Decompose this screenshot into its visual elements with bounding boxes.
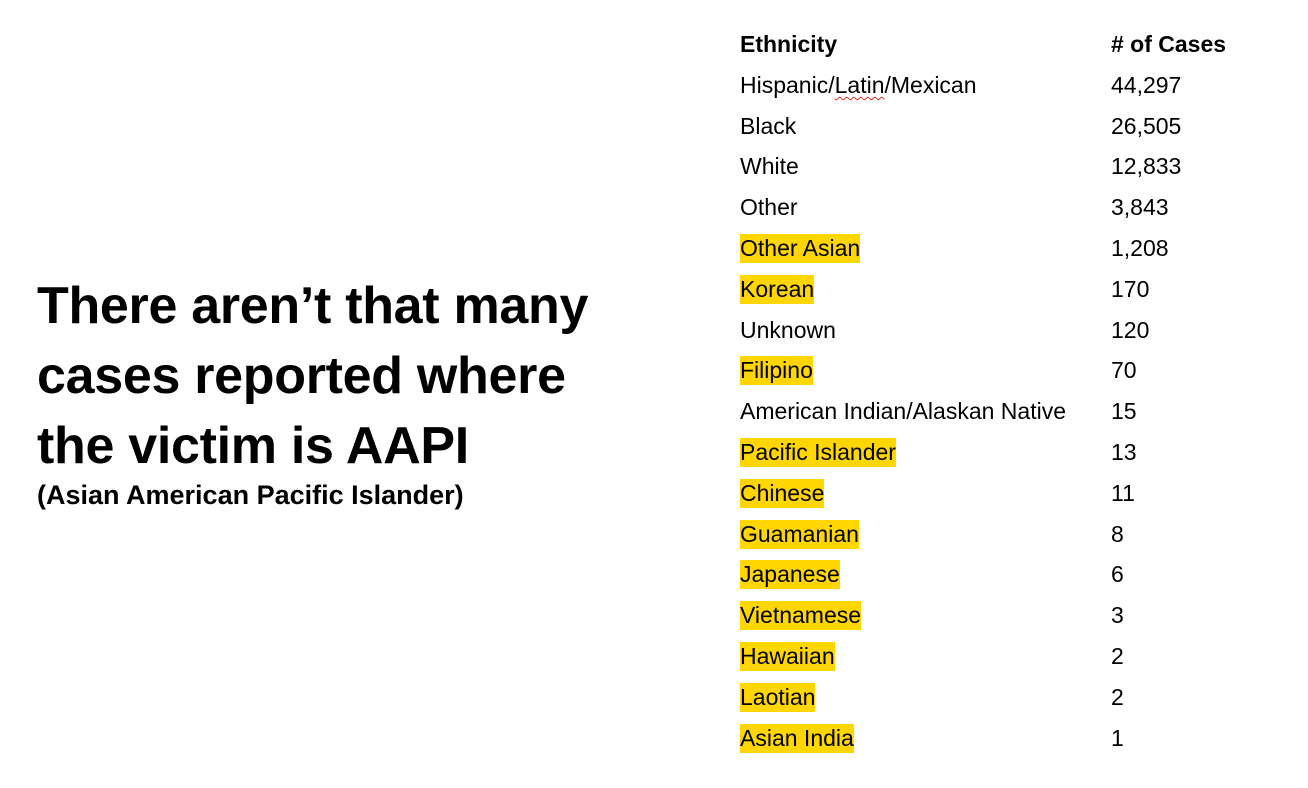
case-count-cell: 11 — [1111, 479, 1135, 506]
table-body: Hispanic/Latin/Mexican 44,297 Black 26,505 W… — [740, 65, 1300, 759]
ethnicity-label: Filipino — [740, 356, 813, 386]
ethnicity-label: Korean — [740, 274, 815, 304]
case-count-cell: 170 — [1111, 275, 1150, 302]
ethnicity-label: Vietnamese — [740, 601, 862, 631]
table-row: Japanese 6 — [740, 554, 1300, 595]
ethnicity-cell: Hispanic/Latin/Mexican — [740, 65, 977, 106]
ethnicity-label: American Indian/Alaskan Native — [740, 398, 1066, 425]
cases-by-ethnicity-table: Ethnicity # of Cases Hispanic/Latin/Mexi… — [740, 24, 1300, 758]
case-count-cell: 12,833 — [1111, 153, 1182, 180]
ethnicity-cell: American Indian/Alaskan Native — [740, 391, 1066, 432]
header-ethnicity: Ethnicity — [740, 31, 838, 57]
table-row: Vietnamese 3 — [740, 595, 1300, 636]
headline-title: There aren’t that many cases reported wh… — [37, 271, 677, 481]
case-count-cell: 2 — [1111, 642, 1124, 669]
ethnicity-cell: Vietnamese — [740, 595, 862, 636]
ethnicity-cell: Korean — [740, 269, 815, 310]
ethnicity-label: Other Asian — [740, 233, 861, 263]
table-row: Other 3,843 — [740, 187, 1300, 228]
ethnicity-cell: Other Asian — [740, 228, 861, 269]
ethnicity-cell: Japanese — [740, 554, 840, 595]
case-count-cell: 3,843 — [1111, 194, 1169, 221]
case-count-cell: 70 — [1111, 357, 1137, 384]
ethnicity-label: Japanese — [740, 560, 840, 590]
ethnicity-label: Guamanian — [740, 519, 859, 549]
header-cases: # of Cases — [1111, 31, 1227, 57]
ethnicity-cell: Black — [740, 106, 796, 147]
table-header-row: Ethnicity # of Cases — [740, 24, 1300, 65]
case-count-cell: 3 — [1111, 602, 1124, 629]
case-count-cell: 44,297 — [1111, 71, 1182, 98]
table-row: Hispanic/Latin/Mexican 44,297 — [740, 65, 1300, 106]
table-row: Asian India 1 — [740, 718, 1300, 759]
spellcheck-underline: Latin — [834, 71, 885, 98]
ethnicity-label: Asian India — [740, 723, 854, 753]
case-count-cell: 2 — [1111, 683, 1124, 710]
headline-subtitle: (Asian American Pacific Islander) — [37, 480, 464, 510]
ethnicity-cell: Chinese — [740, 473, 825, 514]
table-row: Filipino 70 — [740, 350, 1300, 391]
case-count-cell: 1,208 — [1111, 234, 1169, 261]
ethnicity-cell: Hawaiian — [740, 636, 835, 677]
ethnicity-cell: Filipino — [740, 350, 813, 391]
headline-line: the victim is AAPI — [37, 417, 469, 475]
table-row: American Indian/Alaskan Native 15 — [740, 391, 1300, 432]
table-row: Pacific Islander 13 — [740, 432, 1300, 473]
case-count-cell: 6 — [1111, 561, 1124, 588]
table-row: White 12,833 — [740, 146, 1300, 187]
table-row: Other Asian 1,208 — [740, 228, 1300, 269]
table-row: Unknown 120 — [740, 310, 1300, 351]
ethnicity-label: Hawaiian — [740, 641, 835, 671]
ethnicity-label: Chinese — [740, 478, 825, 508]
table-row: Laotian 2 — [740, 677, 1300, 718]
case-count-cell: 1 — [1111, 724, 1124, 751]
table-row: Chinese 11 — [740, 473, 1300, 514]
ethnicity-cell: Unknown — [740, 310, 836, 351]
headline-line: cases reported where — [37, 347, 566, 405]
ethnicity-cell: Asian India — [740, 718, 854, 759]
case-count-cell: 120 — [1111, 316, 1150, 343]
table-row: Black 26,505 — [740, 106, 1300, 147]
table-row: Guamanian 8 — [740, 514, 1300, 555]
case-count-cell: 13 — [1111, 438, 1137, 465]
headline-line: There aren’t that many — [37, 277, 589, 335]
ethnicity-label: White — [740, 153, 799, 180]
ethnicity-label: Unknown — [740, 316, 836, 343]
ethnicity-cell: Pacific Islander — [740, 432, 896, 473]
ethnicity-label: Hispanic/Latin/Mexican — [740, 71, 977, 98]
ethnicity-cell: Laotian — [740, 677, 816, 718]
ethnicity-cell: Other — [740, 187, 798, 228]
ethnicity-label: Black — [740, 112, 797, 139]
case-count-cell: 26,505 — [1111, 112, 1182, 139]
case-count-cell: 15 — [1111, 398, 1137, 425]
ethnicity-label: Other — [740, 194, 798, 221]
ethnicity-cell: Guamanian — [740, 514, 859, 555]
headline: There aren’t that many cases reported wh… — [37, 271, 677, 513]
ethnicity-label: Laotian — [740, 682, 816, 712]
table-row: Hawaiian 2 — [740, 636, 1300, 677]
ethnicity-cell: White — [740, 146, 799, 187]
ethnicity-label: Pacific Islander — [740, 437, 896, 467]
table-row: Korean 170 — [740, 269, 1300, 310]
case-count-cell: 8 — [1111, 520, 1124, 547]
